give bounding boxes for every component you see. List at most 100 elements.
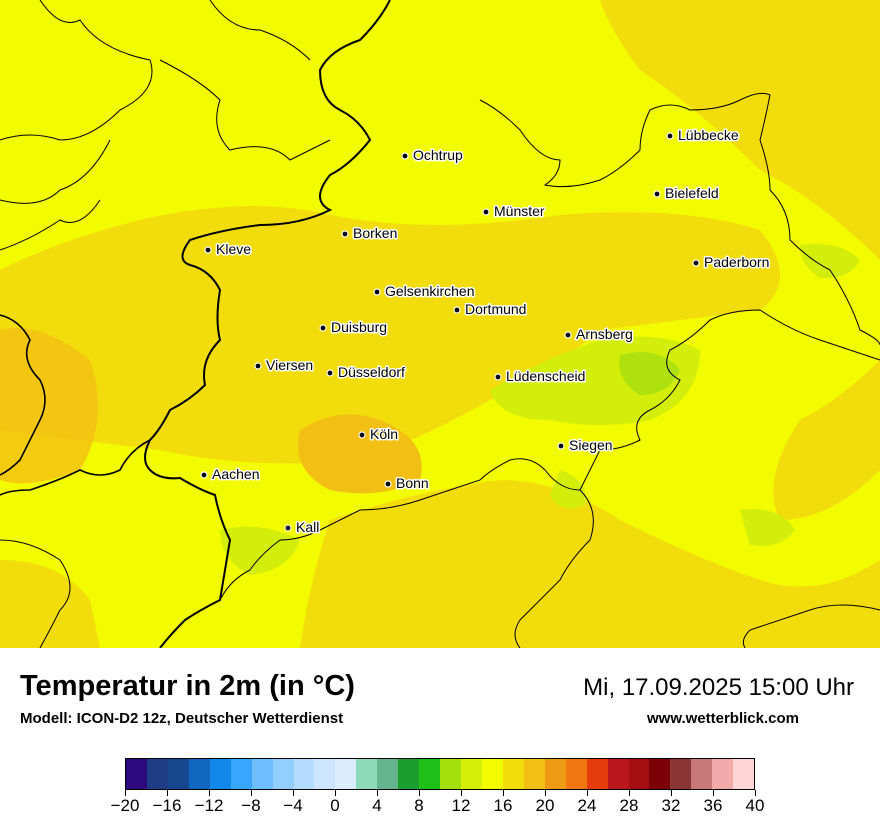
city-dot	[341, 230, 349, 238]
city-marker: Lüdenscheid	[494, 367, 587, 386]
legend-tick	[754, 790, 756, 796]
city-dot	[204, 246, 212, 254]
city-marker: Arnsberg	[564, 325, 634, 344]
city-marker: Kall	[284, 518, 321, 537]
legend-color-step	[209, 759, 231, 789]
legend-tick-label: 4	[372, 796, 382, 815]
legend-tick	[418, 790, 420, 796]
temperature-map[interactable]: Lübbecke Ochtrup Bielefeld Münster Borken Kle…	[0, 0, 880, 648]
city-marker: Paderborn	[692, 253, 771, 272]
city-marker: Düsseldorf	[326, 363, 407, 382]
legend-tick-label: −20	[110, 796, 140, 815]
legend-color-step	[419, 759, 441, 789]
legend-tick-label: 28	[619, 796, 639, 815]
color-legend-bar	[125, 758, 755, 790]
forecast-datetime: Mi, 17.09.2025 15:00 Uhr	[583, 674, 854, 701]
city-label: Düsseldorf	[338, 364, 405, 380]
legend-color-step	[523, 759, 545, 789]
legend-color-step	[733, 759, 755, 789]
city-dot	[254, 362, 262, 370]
legend-color-step	[335, 759, 357, 789]
city-marker: Kleve	[204, 240, 253, 259]
legend-color-step	[356, 759, 378, 789]
city-label: Köln	[370, 426, 398, 442]
legend-color-step	[628, 759, 650, 789]
chart-title: Temperatur in 2m (in °C)	[20, 670, 355, 702]
legend-color-step	[565, 759, 587, 789]
legend-tick	[292, 790, 294, 796]
legend-color-step	[691, 759, 713, 789]
city-dot	[564, 331, 572, 339]
city-label: Aachen	[212, 466, 259, 482]
city-label: Ochtrup	[413, 147, 463, 163]
city-label: Lüdenscheid	[506, 368, 585, 384]
legend-color-step	[272, 759, 294, 789]
legend-tick	[166, 790, 168, 796]
legend-color-step	[461, 759, 482, 789]
city-label: Gelsenkirchen	[385, 283, 475, 299]
city-marker: Aachen	[200, 465, 261, 484]
legend-tick-label: 20	[535, 796, 555, 815]
legend-tick-label: 0	[330, 796, 340, 815]
legend-color-step	[251, 759, 273, 789]
legend-tick	[376, 790, 378, 796]
legend-color-step	[230, 759, 252, 789]
legend-tick-label: 16	[493, 796, 513, 815]
legend-tick	[502, 790, 504, 796]
city-label: Paderborn	[704, 254, 769, 270]
legend-color-step	[481, 759, 503, 789]
city-dot	[200, 471, 208, 479]
legend-tick-label: 40	[745, 796, 765, 815]
legend-color-step	[670, 759, 692, 789]
legend-tick-label: 32	[661, 796, 681, 815]
city-label: Borken	[353, 225, 397, 241]
city-label: Bonn	[396, 475, 429, 491]
legend-tick	[460, 790, 462, 796]
city-marker: Ochtrup	[401, 146, 465, 165]
legend-tick-label: −8	[241, 796, 261, 815]
legend-tick	[124, 790, 126, 796]
city-marker: Siegen	[557, 436, 614, 455]
city-dot	[692, 259, 700, 267]
legend-color-step	[649, 759, 671, 789]
city-marker: Viersen	[254, 356, 315, 375]
city-marker: Köln	[358, 425, 400, 444]
website-link[interactable]: www.wetterblick.com	[647, 710, 799, 727]
city-label: Duisburg	[331, 319, 387, 335]
map-footer: Temperatur in 2m (in °C) Modell: ICON-D2…	[0, 648, 880, 830]
city-marker: Bielefeld	[653, 184, 720, 203]
city-dot	[384, 480, 392, 488]
city-label: Münster	[494, 203, 545, 219]
legend-color-step	[293, 759, 315, 789]
city-markers: Lübbecke Ochtrup Bielefeld Münster Borken Kle…	[200, 126, 771, 537]
city-dot	[326, 369, 334, 377]
legend-color-step	[440, 759, 461, 789]
city-dot	[358, 431, 366, 439]
city-marker: Gelsenkirchen	[373, 282, 476, 301]
legend-color-step	[314, 759, 336, 789]
legend-tick	[670, 790, 672, 796]
legend-tick	[712, 790, 714, 796]
city-dot	[319, 324, 327, 332]
city-marker: Münster	[482, 202, 546, 221]
legend-color-step	[146, 759, 168, 789]
temperature-field	[0, 0, 880, 648]
city-marker: Duisburg	[319, 318, 389, 337]
city-label: Siegen	[569, 437, 613, 453]
legend-tick	[586, 790, 588, 796]
legend-color-step	[126, 759, 147, 789]
model-source: Modell: ICON-D2 12z, Deutscher Wetterdie…	[20, 710, 344, 727]
legend-tick-label: −12	[194, 796, 224, 815]
legend-tick-label: 24	[577, 796, 597, 815]
city-label: Viersen	[266, 357, 313, 373]
color-legend-ticks: −20 −16 −12 −8 −4 0 4 8 12 16 20 24 28 32 36 40	[111, 790, 764, 820]
legend-tick-label: −16	[152, 796, 182, 815]
legend-color-step	[377, 759, 399, 789]
legend-color-step	[544, 759, 566, 789]
city-marker: Lübbecke	[666, 126, 740, 145]
city-dot	[373, 288, 381, 296]
city-label: Dortmund	[465, 301, 526, 317]
legend-tick	[208, 790, 210, 796]
city-dot	[401, 152, 409, 160]
legend-tick-label: −4	[283, 796, 303, 815]
